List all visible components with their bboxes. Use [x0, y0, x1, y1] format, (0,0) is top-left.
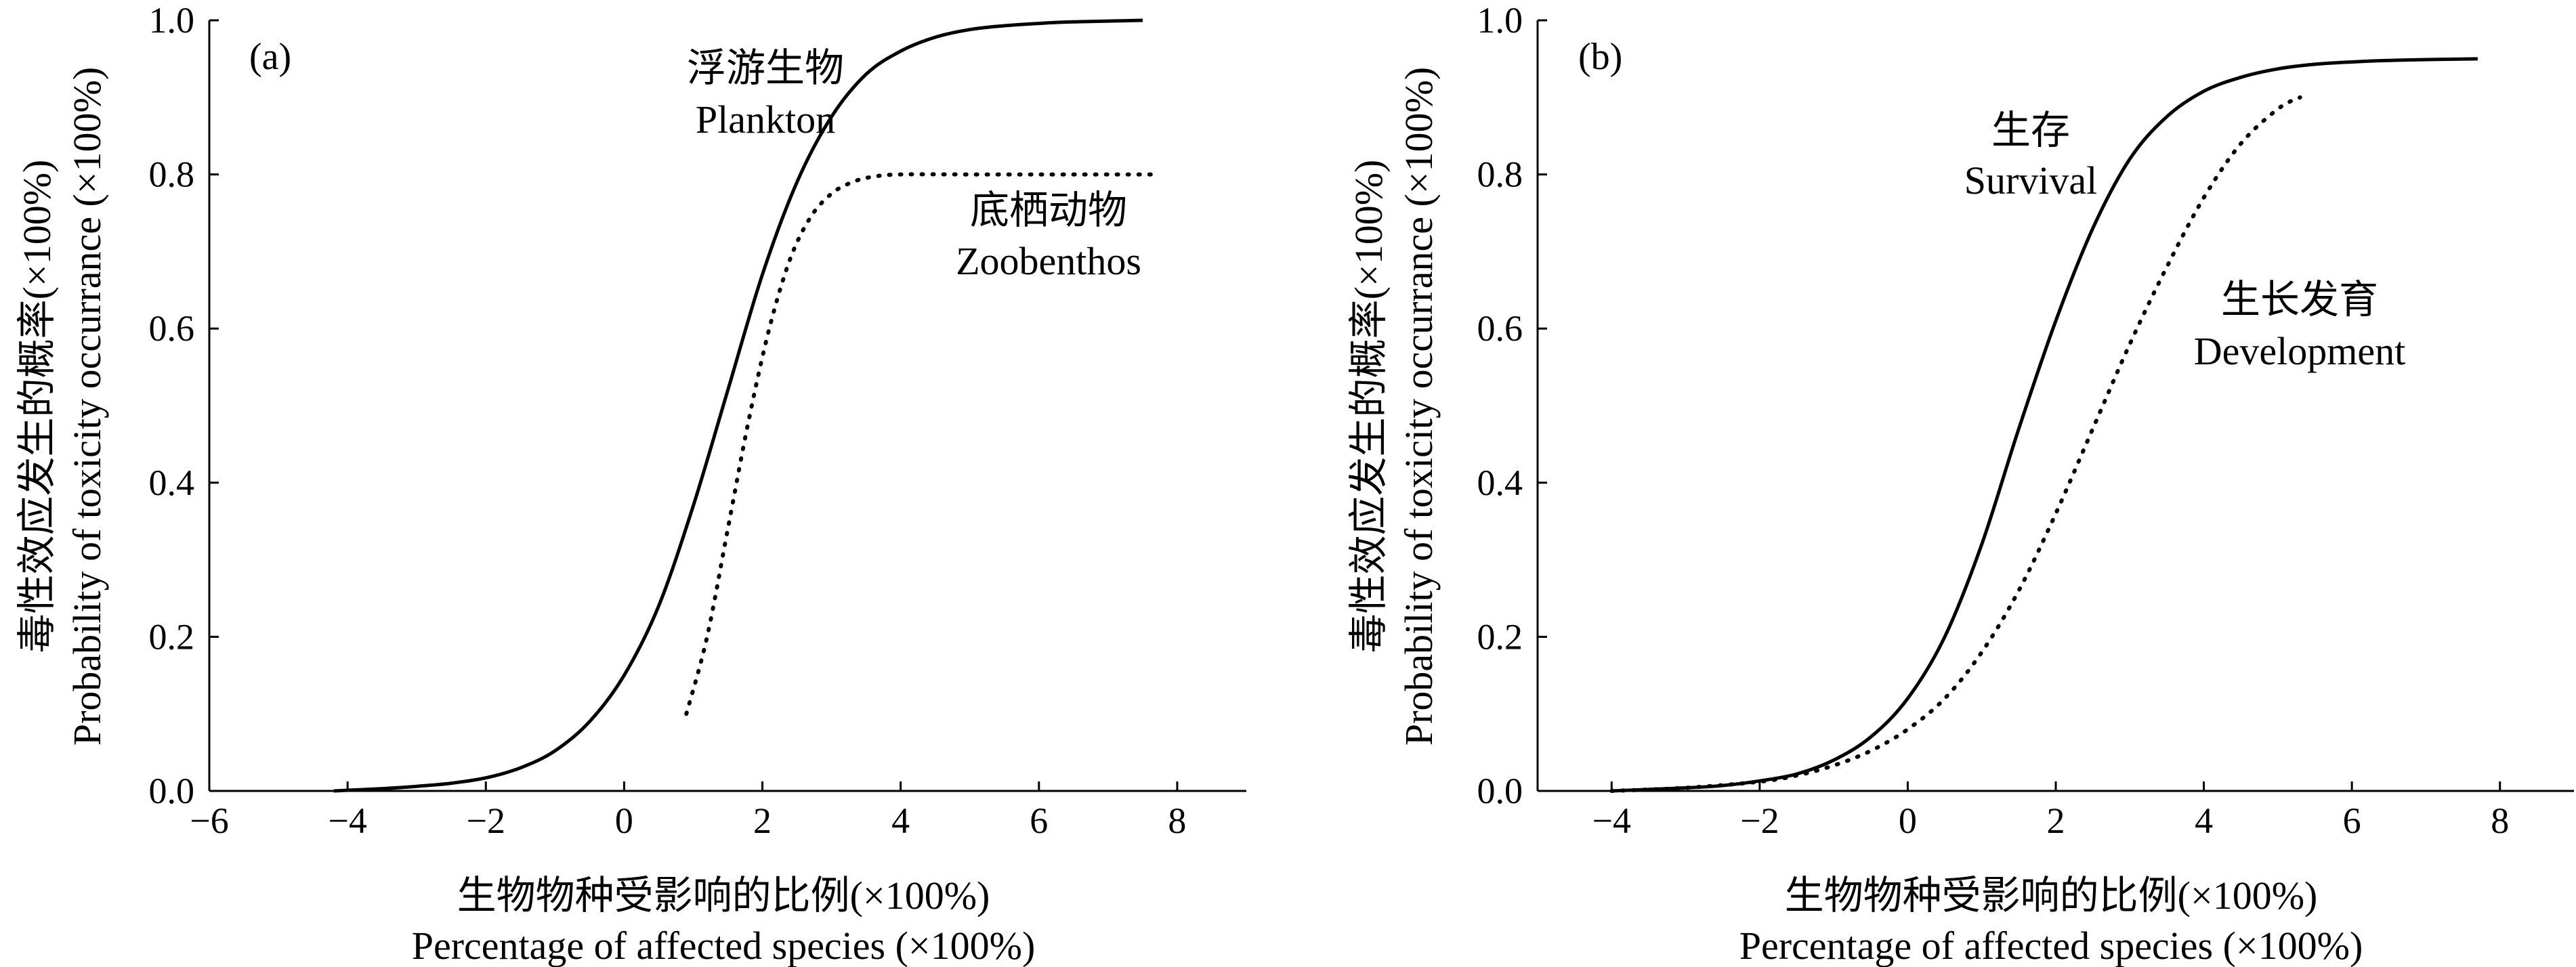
panel-b-survival-label-cn: 生存 — [1991, 108, 2070, 152]
panel-b-y-title-cn: 毒性效应发生的概率(×100%) — [1347, 160, 1391, 653]
panel-a-x-title-en: Percentage of affected species (×100%) — [412, 924, 1036, 967]
panel-a-x-title-cn: 生物物种受影响的比例(×100%) — [457, 874, 990, 918]
panel-b-x-tick-label: 0 — [1899, 800, 1917, 841]
panel-a-zoobenthos-label-cn: 底栖动物 — [970, 188, 1127, 232]
panel-b-development-label-cn: 生长发育 — [2221, 278, 2378, 322]
panel-a-y-tick-label: 0.4 — [149, 463, 195, 503]
panel-b-y-tick-label: 0.6 — [1477, 308, 1523, 349]
panel-a-label: (a) — [249, 36, 291, 78]
panel-b-x-tick-label: 8 — [2491, 800, 2509, 841]
panel-b-x-tick-label: 2 — [2047, 800, 2065, 841]
panel-b-development-label-en: Development — [2194, 329, 2405, 373]
panel-a-x-tick-label: −6 — [190, 800, 228, 841]
panel-a-y-tick-label: 0.2 — [149, 616, 195, 657]
panel-b-label: (b) — [1578, 36, 1622, 78]
panel-b-x-title-cn: 生物物种受影响的比例(×100%) — [1785, 874, 2318, 918]
panel-b-y-tick-label: 0.4 — [1477, 463, 1523, 503]
panel-a-y-title-cn: 毒性效应发生的概率(×100%) — [15, 160, 59, 653]
panel-b-y-title-en: Probability of toxicity occurrance (×100… — [1397, 67, 1441, 746]
panel-b-y-tick-label: 0.8 — [1477, 154, 1523, 195]
panel-b-development-curve — [1609, 95, 2302, 793]
panel-a-y-tick-label: 0.6 — [149, 308, 195, 349]
panel-a-y-title-en: Probability of toxicity occurrance (×100… — [65, 67, 109, 746]
panel-a-x-tick-label: 8 — [1168, 800, 1186, 841]
panel-a-zoobenthos-label-en: Zoobenthos — [956, 239, 1141, 283]
panel-b: (b) −4 −2 0 2 4 6 8 0.0 0.2 0.4 0.6 0.8 1.0 生存 Survi… — [1347, 0, 2574, 967]
panel-a-plankton-label-en: Plankton — [696, 98, 835, 142]
panel-a-x-tick-label: −4 — [328, 800, 366, 841]
panel-a-plankton-curve — [333, 18, 1143, 793]
panel-a-y-tick-label: 0.8 — [149, 154, 195, 195]
panel-a: (a) −6 −4 −2 0 2 4 6 8 0.0 0.2 0.4 0.6 0.8 1.0 浮游生物 P… — [15, 0, 1246, 967]
panel-a-y-tick-label: 0.0 — [149, 771, 195, 811]
panel-b-survival-label-en: Survival — [1964, 158, 2098, 202]
panel-b-y-tick-label: 0.0 — [1477, 771, 1523, 811]
panel-a-x-tick-label: 4 — [891, 800, 910, 841]
panel-b-x-tick-label: 6 — [2343, 800, 2361, 841]
panel-b-x-tick-label: 4 — [2195, 800, 2213, 841]
panel-b-y-tick-label: 0.2 — [1477, 616, 1523, 657]
panel-a-x-tick-label: −2 — [467, 800, 505, 841]
panel-a-y-tick-label: 1.0 — [149, 0, 195, 41]
panel-a-plankton-label-cn: 浮游生物 — [687, 46, 844, 90]
panel-b-y-tick-label: 1.0 — [1477, 0, 1523, 41]
panel-a-x-tick-label: 2 — [753, 800, 772, 841]
panel-b-x-tick-label: −4 — [1592, 800, 1631, 841]
panel-a-zoobenthos-curve — [684, 172, 1159, 716]
panel-b-x-tick-label: −2 — [1740, 800, 1779, 841]
panel-a-x-tick-label: 6 — [1030, 800, 1048, 841]
panel-b-x-title-en: Percentage of affected species (×100%) — [1739, 924, 2363, 967]
panel-a-x-tick-label: 0 — [615, 800, 633, 841]
